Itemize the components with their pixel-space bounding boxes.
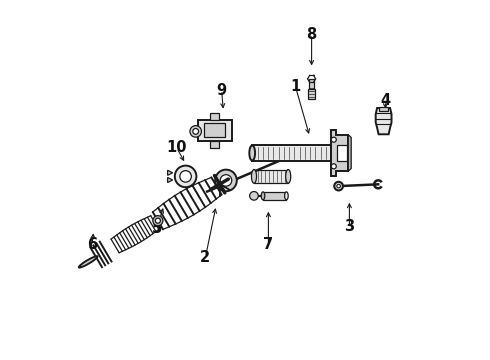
Ellipse shape: [261, 192, 265, 200]
Polygon shape: [331, 130, 348, 176]
Bar: [308, 89, 315, 99]
Ellipse shape: [249, 145, 255, 161]
Text: 9: 9: [217, 82, 227, 98]
Ellipse shape: [251, 170, 257, 183]
Text: 6: 6: [87, 237, 97, 252]
Circle shape: [153, 216, 163, 226]
Text: 3: 3: [344, 219, 354, 234]
Polygon shape: [168, 177, 172, 183]
Text: 5: 5: [152, 221, 162, 236]
Circle shape: [331, 164, 336, 169]
FancyBboxPatch shape: [198, 120, 232, 141]
Text: 7: 7: [263, 237, 273, 252]
Polygon shape: [218, 183, 231, 190]
Bar: [263, 192, 286, 200]
Bar: [337, 145, 347, 161]
Circle shape: [215, 170, 237, 191]
Bar: [204, 123, 225, 137]
Circle shape: [180, 171, 192, 182]
Circle shape: [250, 192, 258, 200]
Circle shape: [175, 166, 196, 187]
Bar: [309, 79, 315, 93]
Circle shape: [220, 175, 232, 186]
Text: 1: 1: [290, 79, 300, 94]
Text: 4: 4: [380, 93, 391, 108]
Circle shape: [337, 184, 341, 188]
Polygon shape: [376, 108, 392, 134]
Circle shape: [155, 218, 160, 223]
Ellipse shape: [285, 192, 288, 200]
Text: 2: 2: [200, 250, 211, 265]
Circle shape: [334, 182, 343, 190]
Polygon shape: [348, 135, 351, 171]
Polygon shape: [252, 145, 331, 161]
Polygon shape: [254, 170, 288, 183]
Circle shape: [193, 129, 198, 134]
Polygon shape: [168, 170, 172, 175]
Bar: [210, 113, 219, 120]
Bar: [379, 107, 388, 111]
Circle shape: [331, 137, 336, 142]
Ellipse shape: [286, 170, 291, 183]
Ellipse shape: [79, 256, 98, 267]
Circle shape: [190, 126, 201, 137]
Text: 8: 8: [306, 27, 317, 42]
Bar: [210, 141, 219, 148]
Text: 10: 10: [166, 140, 187, 155]
